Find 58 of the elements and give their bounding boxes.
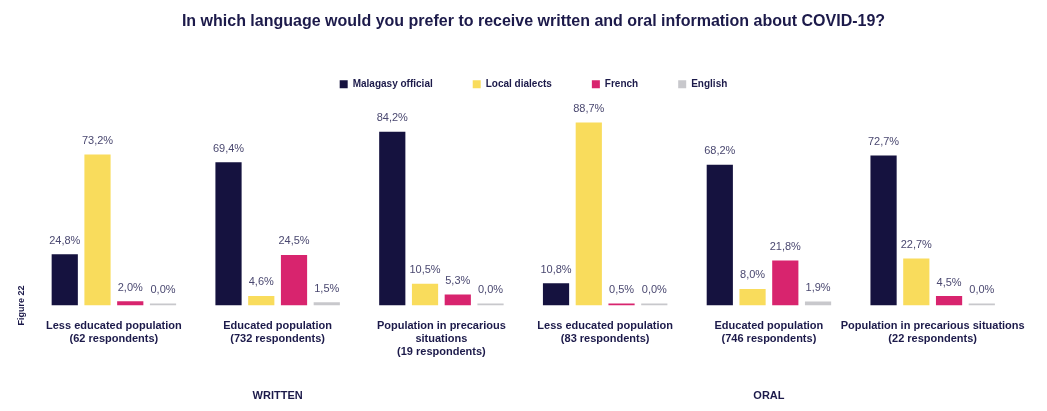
bar xyxy=(706,164,733,306)
bar xyxy=(903,258,930,306)
bar xyxy=(739,288,766,306)
bar xyxy=(313,302,340,306)
data-label: 4,6% xyxy=(248,275,275,288)
data-label: 5,3% xyxy=(445,274,471,286)
bar xyxy=(379,131,406,306)
x-tick-label: Population in precarious situations (22 respondents) xyxy=(840,319,1025,345)
legend-label: French xyxy=(604,77,639,89)
data-label: 2,0% xyxy=(117,280,144,293)
bar xyxy=(772,260,799,306)
bar xyxy=(870,155,897,306)
data-label: 84,2% xyxy=(376,111,409,124)
bar xyxy=(804,301,832,306)
x-tick-label: Less educated population (62 respondents) xyxy=(46,319,182,345)
legend-label: English xyxy=(691,77,728,89)
data-label: 1,5% xyxy=(314,281,340,294)
data-label: 88,7% xyxy=(573,102,605,115)
bar xyxy=(411,283,439,306)
bar xyxy=(51,254,78,306)
data-label: 24,8% xyxy=(49,233,81,246)
legend-label: Malagasy official xyxy=(352,77,433,89)
bar xyxy=(248,295,275,306)
data-label: 0,0% xyxy=(641,282,668,295)
data-label: 1,9% xyxy=(805,281,831,294)
data-label: 73,2% xyxy=(81,133,114,146)
data-label: 0,5% xyxy=(609,282,635,295)
text: ORAL xyxy=(753,388,785,401)
caption: Figure 22 xyxy=(16,285,27,326)
data-label: 68,2% xyxy=(704,144,736,157)
bar xyxy=(84,154,111,306)
bar xyxy=(280,254,308,306)
data-label: 10,8% xyxy=(540,262,572,275)
x-tick-label: Educated population (732 respondents) xyxy=(223,319,333,345)
data-label: 0,0% xyxy=(150,282,176,295)
data-label: 72,7% xyxy=(867,135,900,148)
legend-label: Local dialects xyxy=(485,77,553,89)
x-tick-label: Population in precarious situations (19 respondents) xyxy=(376,319,506,358)
data-label: 24,5% xyxy=(278,234,310,247)
bar xyxy=(608,303,635,306)
chart-title: In which language would you prefer to receive written and oral information about COVID-19? xyxy=(181,12,886,30)
x-tick-label: Educated population (746 respondents) xyxy=(714,319,824,345)
bar xyxy=(215,162,242,306)
data-label: 4,5% xyxy=(936,275,962,288)
data-label: 10,5% xyxy=(409,263,441,276)
data-label: 22,7% xyxy=(900,238,933,251)
x-tick-label: Less educated population (83 respondents) xyxy=(537,319,674,345)
bar xyxy=(117,301,144,306)
data-label: 0,0% xyxy=(477,282,504,295)
data-label: 21,8% xyxy=(769,239,802,252)
bar xyxy=(542,283,570,306)
data-label: 0,0% xyxy=(969,282,995,295)
bar xyxy=(444,294,471,306)
bar xyxy=(575,122,602,306)
data-label: 8,0% xyxy=(740,268,766,281)
text: WRITTEN xyxy=(252,388,303,401)
bar xyxy=(935,296,963,306)
data-label: 69,4% xyxy=(212,141,245,154)
